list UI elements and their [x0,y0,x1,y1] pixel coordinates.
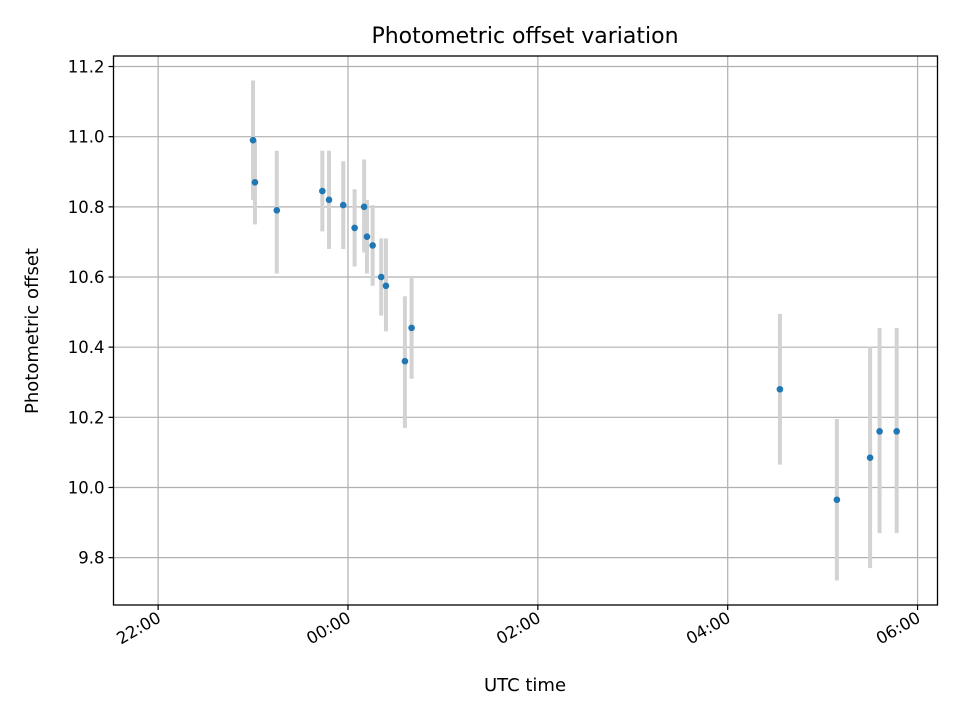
y-axis-label: Photometric offset [22,248,43,414]
data-point [363,233,371,240]
y-tick-label: 10.0 [68,478,105,497]
y-tick-label: 11.2 [68,58,105,77]
data-point [325,196,333,204]
plot-frame [112,55,939,606]
grid [113,56,938,605]
data-point [360,203,368,211]
data-point [251,178,259,186]
data-point [319,187,326,195]
data-point [351,224,358,232]
data-point [377,273,385,281]
y-tick-label: 10.6 [68,268,105,287]
data-point [273,207,281,214]
data-point [369,242,376,249]
data-point [382,282,390,290]
data-point [776,385,784,393]
y-tick-label: 10.4 [68,338,105,357]
chart-title: Photometric offset variation [371,24,678,49]
data-point [408,324,415,332]
data-point [833,496,841,504]
data-point [339,201,347,209]
y-tick-label: 10.2 [68,408,105,427]
data-point [893,428,900,435]
data-point [401,357,409,365]
y-tick-label: 11.0 [68,128,105,147]
data-points [249,136,900,504]
y-tick-label: 10.8 [68,198,105,217]
data-point [249,136,257,144]
data-point [866,454,874,461]
y-tick-label: 9.8 [78,549,104,568]
x-axis-label: UTC time [484,675,566,696]
data-point [876,428,883,435]
